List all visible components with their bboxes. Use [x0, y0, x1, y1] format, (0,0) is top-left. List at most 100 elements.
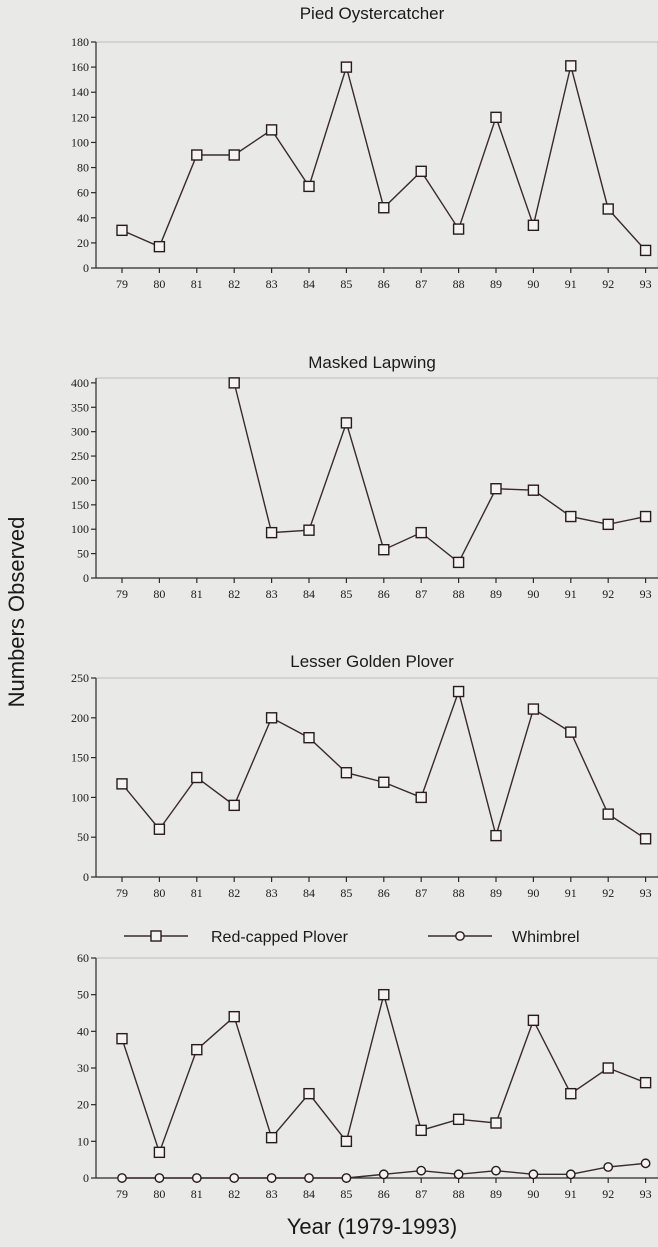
- x-tick-label: 79: [116, 886, 128, 900]
- x-tick-label: 86: [378, 587, 390, 601]
- y-tick-label: 20: [77, 236, 89, 250]
- y-tick-label: 0: [83, 261, 89, 275]
- chart-panel-1: Pied Oystercatcher 0 20 40 60 80 100 120 140 160 1…: [71, 4, 658, 291]
- legend-label: Whimbrel: [512, 929, 580, 946]
- x-tick-label: 85: [340, 886, 352, 900]
- x-tick-label: 87: [415, 886, 427, 900]
- data-point: [415, 526, 427, 539]
- data-point: [153, 823, 166, 835]
- data-point: [266, 1173, 277, 1183]
- data-point: [191, 771, 203, 784]
- x-tick-label: 91: [565, 587, 577, 601]
- data-point: [378, 988, 390, 1001]
- data-point: [265, 712, 278, 724]
- data-point: [639, 244, 652, 257]
- plot-frame: [96, 677, 658, 877]
- chart-panel-3: Lesser Golden Plover 0 50 100 150 200 250 79 80 8…: [71, 652, 658, 900]
- x-tick-label: 89: [490, 886, 502, 900]
- data-point: [340, 1135, 353, 1148]
- data-point: [565, 726, 577, 738]
- data-point: [452, 1113, 465, 1126]
- chart-title: Lesser Golden Plover: [290, 652, 454, 671]
- data-point: [265, 526, 278, 539]
- data-point: [452, 685, 465, 698]
- x-tick-label: 87: [415, 1187, 427, 1201]
- y-tick-label: 180: [71, 35, 89, 49]
- x-tick-label: 91: [565, 886, 577, 900]
- y-tick-label: 100: [71, 522, 89, 536]
- data-point: [340, 61, 353, 73]
- data-point: [191, 149, 203, 161]
- data-point: [490, 1117, 502, 1129]
- y-axis-label: Numbers Observed: [4, 517, 29, 708]
- data-point: [378, 544, 390, 556]
- data-point: [602, 808, 614, 820]
- y-tick-label: 50: [77, 988, 89, 1002]
- x-tick-label: 81: [191, 886, 203, 900]
- x-tick-label: 81: [191, 587, 203, 601]
- data-point: [228, 377, 240, 389]
- data-point: [415, 165, 427, 178]
- x-tick-label: 81: [191, 1187, 203, 1201]
- data-point: [378, 1169, 389, 1180]
- data-point: [452, 223, 465, 235]
- y-tick-label: 150: [71, 498, 89, 512]
- x-tick-label: 91: [565, 1187, 577, 1201]
- y-tick-label: 400: [71, 376, 89, 390]
- x-tick-label: 88: [453, 1187, 465, 1201]
- plot-frame: [96, 377, 658, 578]
- data-point: [304, 1173, 314, 1183]
- data-point: [116, 778, 128, 790]
- y-tick-label: 10: [77, 1134, 89, 1148]
- data-point: [116, 224, 128, 237]
- data-point: [639, 833, 652, 845]
- y-tick-label: 200: [71, 473, 89, 487]
- data-point: [228, 799, 240, 812]
- x-tick-label: 85: [340, 277, 352, 291]
- y-tick-label: 160: [71, 60, 89, 74]
- x-tick-label: 84: [303, 886, 315, 900]
- data-point: [565, 1087, 577, 1100]
- x-tick-label: 83: [266, 886, 278, 900]
- data-point: [153, 240, 166, 253]
- chart-title: Pied Oystercatcher: [300, 4, 445, 23]
- y-tick-label: 100: [71, 135, 89, 149]
- data-point: [154, 1173, 165, 1183]
- x-tick-label: 85: [340, 1187, 352, 1201]
- y-tick-label: 250: [71, 671, 89, 685]
- y-tick-label: 80: [77, 161, 89, 175]
- x-tick-label: 80: [153, 1187, 165, 1201]
- y-tick-label: 100: [71, 790, 89, 804]
- x-tick-label: 82: [228, 277, 240, 291]
- data-point: [303, 1087, 315, 1100]
- y-tick-label: 300: [71, 425, 89, 439]
- x-tick-label: 79: [116, 587, 128, 601]
- x-axis-label: Year (1979-1993): [287, 1214, 457, 1239]
- x-tick-label: 84: [303, 1187, 315, 1201]
- data-point: [117, 1173, 127, 1183]
- data-point: [603, 1162, 614, 1172]
- x-tick-label: 82: [228, 1187, 240, 1201]
- data-point: [639, 510, 652, 523]
- data-point: [228, 149, 240, 161]
- data-point: [490, 829, 502, 842]
- x-tick-label: 88: [453, 886, 465, 900]
- data-point: [527, 1014, 540, 1027]
- x-tick-label: 89: [490, 1187, 502, 1201]
- y-tick-label: 30: [77, 1061, 89, 1075]
- x-tick-label: 92: [602, 886, 614, 900]
- data-point: [528, 1169, 539, 1180]
- data-point: [527, 484, 540, 496]
- data-point: [527, 703, 540, 715]
- x-tick-label: 89: [490, 277, 502, 291]
- x-tick-label: 83: [266, 587, 278, 601]
- legend-label: Red-capped Plover: [211, 929, 349, 946]
- series-line: [121, 689, 646, 840]
- y-tick-label: 40: [77, 1024, 89, 1038]
- x-tick-label: 79: [116, 277, 128, 291]
- y-tick-label: 20: [77, 1098, 89, 1112]
- y-tick-label: 350: [71, 400, 89, 414]
- y-tick-label: 0: [83, 1171, 89, 1185]
- data-point: [229, 1173, 240, 1183]
- x-tick-label: 93: [640, 1187, 652, 1201]
